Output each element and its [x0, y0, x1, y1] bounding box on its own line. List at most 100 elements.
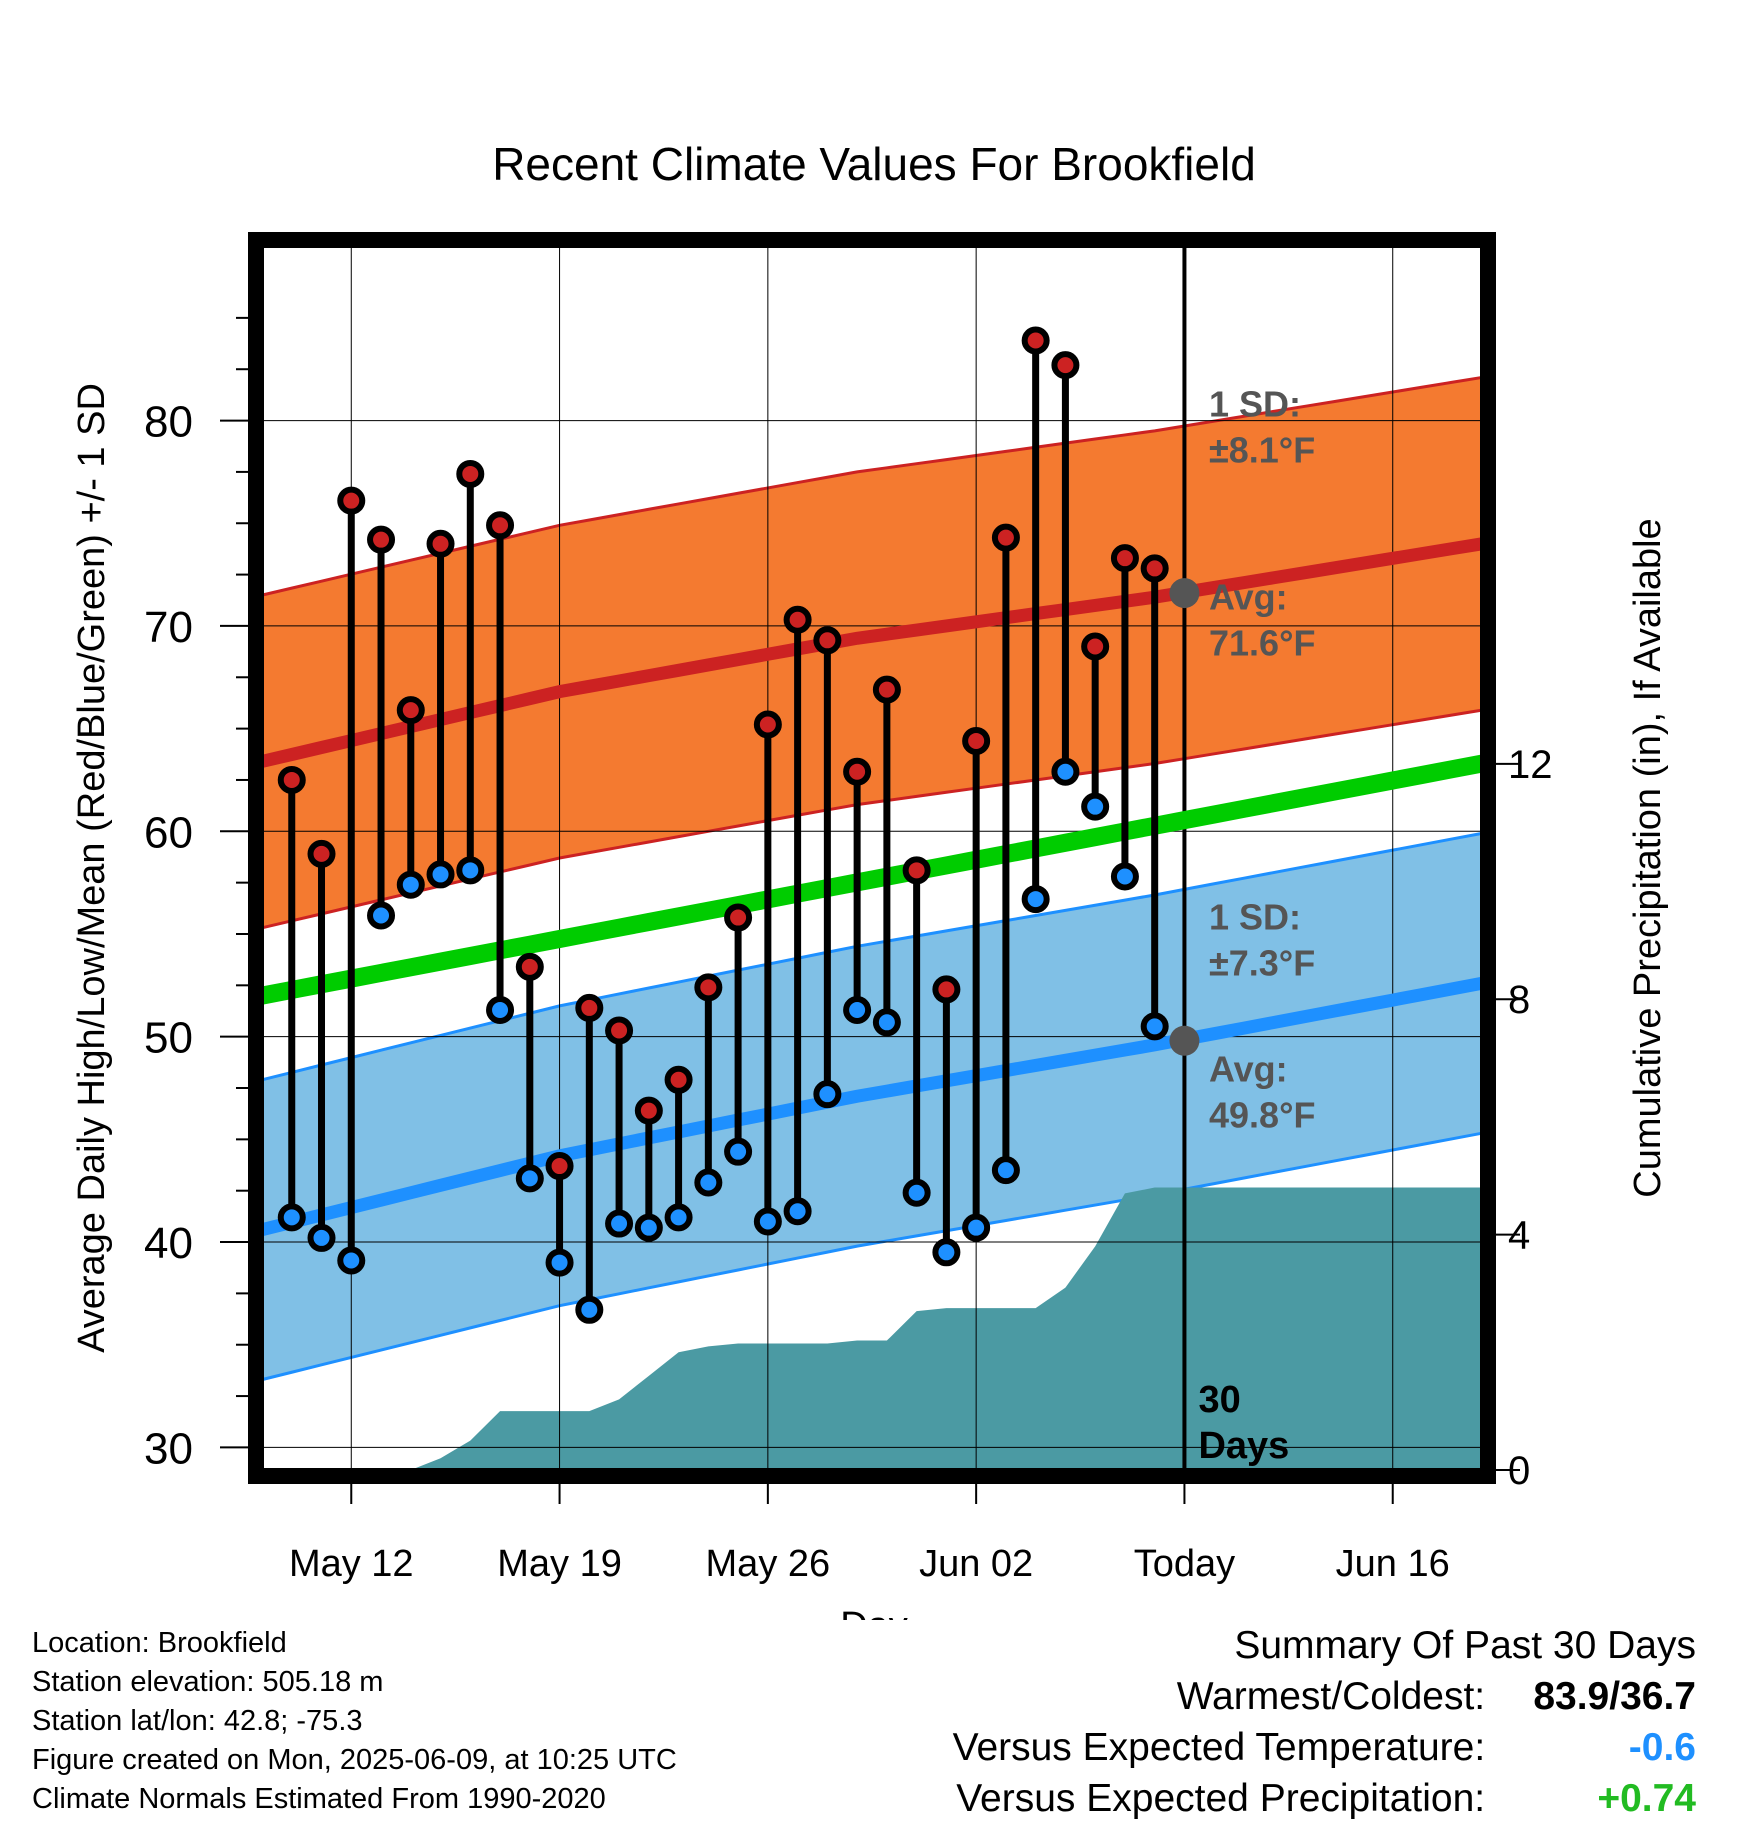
precip-fill [262, 1187, 1482, 1470]
x-tick-label-2: May 26 [706, 1543, 831, 1585]
high-sd-band [262, 377, 1482, 928]
summary-precip-row: Versus Expected Precipitation: +0.74 [953, 1773, 1696, 1824]
low-point-2025-05-16 [456, 856, 485, 885]
y-tick-label-4: 70 [144, 603, 193, 652]
low-point-2025-05-18 [515, 1164, 544, 1193]
low-point-2025-05-28 [813, 1080, 842, 1109]
high-point-2025-06-03 [991, 523, 1020, 552]
low-point-2025-05-14 [396, 870, 425, 899]
low-sd-band [262, 833, 1482, 1380]
low-point-2025-06-07 [1110, 862, 1139, 891]
station-info: Location: Brookfield Station elevation: … [32, 1624, 677, 1819]
warmest-value: 83.9/36.7 [1533, 1675, 1696, 1718]
high-point-2025-05-22 [634, 1096, 663, 1125]
daily-points [277, 326, 1169, 1324]
annotation-label-0: 1 SD: [1209, 383, 1301, 424]
y-tick-label-3: 60 [144, 808, 193, 857]
normal-low-line [260, 976, 1484, 1237]
high-point-2025-05-28 [813, 626, 842, 655]
high-point-2025-05-10 [277, 765, 306, 794]
plot-frame [248, 232, 1496, 1484]
high-point-2025-05-20 [575, 993, 604, 1022]
high-sd-band-upper-edge [261, 375, 1483, 597]
x-tick-label-0: May 12 [289, 1543, 414, 1585]
y2-tick-label-0: 0 [1508, 1449, 1530, 1493]
low-sd-band-lower-edge [261, 1131, 1483, 1382]
temp-anomaly-value: -0.6 [1628, 1726, 1696, 1769]
today-normal-marker-0 [1169, 578, 1200, 609]
y2-tick-label-3: 12 [1508, 743, 1553, 787]
y2-tick-label-2: 8 [1508, 978, 1530, 1022]
precip-anomaly-label: Versus Expected Precipitation: [956, 1777, 1486, 1820]
y2-axis-title: Cumulative Precipitation (in), If Availa… [1627, 518, 1669, 1197]
y-axis-title: Average Daily High/Low/Mean (Red/Blue/Gr… [71, 383, 113, 1353]
low-point-2025-05-12 [337, 1246, 366, 1275]
today-normal-marker-1 [1169, 1025, 1200, 1056]
high-point-2025-05-19 [545, 1152, 574, 1181]
low-point-2025-05-24 [694, 1168, 723, 1197]
high-point-2025-05-29 [843, 757, 872, 786]
y-tick-label-1: 40 [144, 1219, 193, 1268]
normal-lines [260, 537, 1484, 1237]
high-point-2025-05-16 [456, 459, 485, 488]
summary-title: Summary Of Past 30 Days [1234, 1624, 1696, 1667]
warmest-label: Warmest/Coldest: [1176, 1675, 1486, 1718]
low-point-2025-05-17 [486, 995, 515, 1024]
high-point-2025-05-31 [902, 856, 931, 885]
low-point-2025-06-06 [1081, 792, 1110, 821]
climate-chart: Recent Climate Values For Brookfield 1 S… [71, 138, 1669, 1620]
low-point-2025-05-26 [753, 1207, 782, 1236]
high-point-2025-06-08 [1140, 554, 1169, 583]
normal-bands [261, 375, 1483, 1382]
info-created: Figure created on Mon, 2025-06-09, at 10… [32, 1744, 677, 1776]
high-point-2025-05-18 [515, 952, 544, 981]
summary-warmest-row: Warmest/Coldest: 83.9/36.7 [953, 1671, 1696, 1722]
high-point-2025-05-30 [872, 675, 901, 704]
summary-panel: Summary Of Past 30 Days Warmest/Coldest:… [953, 1620, 1696, 1824]
annotation-label-1: Avg: [1209, 577, 1288, 618]
high-point-2025-06-04 [1021, 326, 1050, 355]
low-point-2025-05-11 [307, 1223, 336, 1252]
low-point-2025-05-15 [426, 860, 455, 889]
annotation-value-3: 49.8°F [1209, 1095, 1315, 1136]
low-point-2025-06-04 [1021, 885, 1050, 914]
high-point-2025-05-11 [307, 839, 336, 868]
high-point-2025-06-07 [1110, 544, 1139, 573]
info-normals: Climate Normals Estimated From 1990-2020 [32, 1783, 606, 1815]
low-point-2025-05-10 [277, 1203, 306, 1232]
low-point-2025-05-31 [902, 1178, 931, 1207]
high-point-2025-05-26 [753, 710, 782, 739]
high-point-2025-06-05 [1051, 351, 1080, 380]
x-axis-title: Day [840, 1605, 908, 1620]
high-point-2025-06-06 [1081, 632, 1110, 661]
annotation-value-0: ±8.1°F [1209, 429, 1315, 470]
low-point-2025-05-25 [724, 1137, 753, 1166]
low-point-2025-05-19 [545, 1248, 574, 1277]
high-point-2025-05-15 [426, 529, 455, 558]
low-point-2025-05-13 [367, 901, 396, 930]
low-point-2025-05-23 [664, 1203, 693, 1232]
precip-anomaly-value: +0.74 [1597, 1777, 1696, 1820]
frame-border [248, 232, 1496, 1484]
high-point-2025-06-02 [962, 726, 991, 755]
chart-title: Recent Climate Values For Brookfield [492, 138, 1256, 190]
normal-mean-line [260, 754, 1484, 1005]
daily-range-stems [288, 340, 1159, 1310]
annotation-label-3: Avg: [1209, 1049, 1288, 1090]
summary-temp-row: Versus Expected Temperature: -0.6 [953, 1722, 1696, 1773]
y2-tick-label-1: 4 [1508, 1214, 1530, 1258]
low-point-2025-06-08 [1140, 1012, 1169, 1041]
x-tick-label-4: Today [1134, 1543, 1235, 1585]
x-tick-label-3: Jun 02 [919, 1543, 1033, 1585]
low-point-2025-05-29 [843, 995, 872, 1024]
low-point-2025-06-05 [1051, 757, 1080, 786]
high-point-2025-05-12 [337, 486, 366, 515]
high-point-2025-05-14 [396, 696, 425, 725]
info-elevation: Station elevation: 505.18 m [32, 1666, 384, 1698]
info-latlon: Station lat/lon: 42.8; -75.3 [32, 1705, 363, 1737]
low-point-2025-05-27 [783, 1197, 812, 1226]
today-window-label-0: 30 [1198, 1379, 1240, 1421]
annotation-value-1: 71.6°F [1209, 623, 1315, 664]
x-tick-label-1: May 19 [497, 1543, 622, 1585]
